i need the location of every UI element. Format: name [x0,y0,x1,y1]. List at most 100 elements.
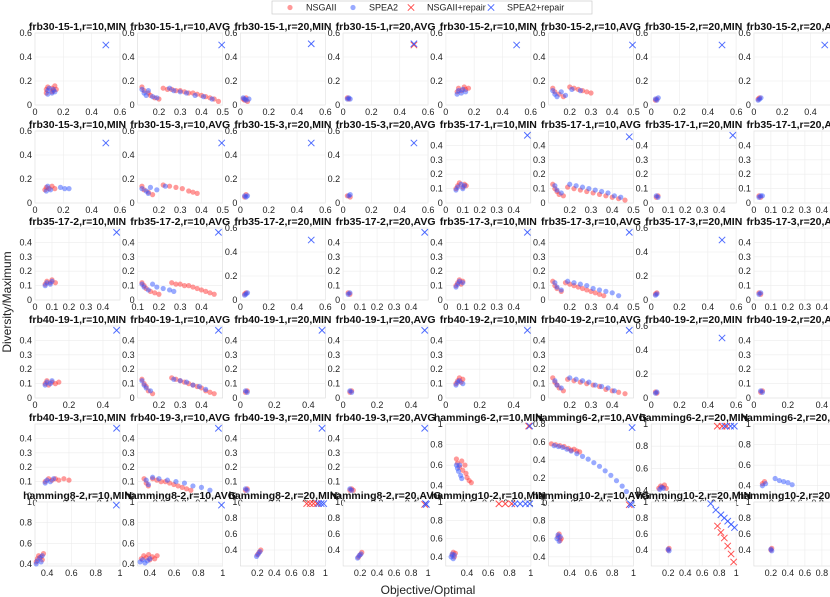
x-tick-label: 0.4 [461,568,474,578]
data-point [139,186,145,192]
series-spea2-repair [721,422,738,430]
x-tick-label: 0.2 [474,302,487,312]
x-tick-label: 0.2 [474,400,487,410]
x-tick-label: 0.5 [627,205,640,215]
y-tick-label: 1 [746,497,751,507]
subplot-title: frb35-17-1,r=10,MIN [440,119,537,131]
subplot-frb40-19-3-r-10-avg: frb40-19-3,r=10,AVG0.20.30.400.10.20.30.… [122,412,230,508]
series-spea2 [665,546,672,554]
data-point [166,85,173,91]
data-point [190,189,196,195]
data-point [190,483,196,489]
y-tick-label: 0.2 [738,169,751,179]
legend-marker-spea2-repair [487,3,495,12]
y-tick-label: 0.4 [430,335,443,345]
y-tick-label: 0.2 [533,169,546,179]
subplot-title: frb40-19-3,r=10,AVG [130,412,230,424]
y-tick-label: 0.1 [533,281,546,291]
legend-marker-nsgaii [287,4,293,11]
subplot-title: hamming8-2,r=10,MIN [23,490,132,502]
y-tick-label: 0.4 [533,237,546,247]
y-tick-label: 0.1 [328,379,341,389]
y-tick-label: 0.2 [122,266,135,276]
y-tick-label: 0.1 [430,281,443,291]
series-spea2-repair [307,236,315,244]
subplot-frb35-17-1-r-20-avg: frb35-17-1,r=20,AVG 0 0.1 0.2 0.3 0.4 0 0.1 0.2 0… [738,119,830,215]
series-spea2 [33,553,45,567]
data-point [166,287,173,293]
y-tick-label: 0.1 [738,379,751,389]
data-point [183,379,190,385]
subplot-frb35-17-1-r-10-min: frb35-17-1,r=10,MIN 0 0.1 0.2 0.3 0.4 0 0.1 0.2 0… [430,119,537,215]
data-point [564,446,570,452]
x-tick-label: 0.8 [816,568,829,578]
subplot-frb35-17-3-r-10-avg: frb35-17-3,r=10,AVG 0.2 0.3 0.4 0.5 0 0.1 0.2 0.… [533,216,641,312]
y-tick-label: 0.6 [19,538,32,548]
series-spea2 [453,378,466,388]
series-spea2 [240,95,252,103]
y-tick-label: 0 [130,295,135,305]
subplot-frb30-15-3-r-10-avg: frb30-15-3,r=10,AVG 0.2 0.3 0.4 0.5 0 0.2 0.4 0.… [122,119,230,215]
series-spea2 [143,474,213,493]
y-tick-label: 0.2 [19,364,32,374]
data-point [555,443,562,450]
data-point [718,334,726,342]
data-point [557,534,563,540]
data-point [552,183,558,189]
subplot-title: frb35-17-2,r=10,MIN [29,216,126,228]
legend-label-nsgaii: NSGAII [306,3,337,13]
subplot-title: hamming6-2,r=10,AVG [535,412,647,424]
series-spea2-repair [628,424,636,432]
y-tick-label: 0 [643,295,648,305]
data-point [154,553,160,559]
data-point [513,41,521,49]
plot-area [753,227,830,301]
y-tick-label: 0.6 [225,126,238,136]
data-point [171,376,177,382]
subplot-frb40-19-2-r-10-avg: frb40-19-2,r=10,AVG 0.2 0.3 0.4 0 0.1 0.2 0.3 0.… [533,314,641,410]
data-point [625,326,633,334]
data-point [599,383,605,390]
y-tick-label: 0.4 [328,150,341,160]
y-tick-label: 0.3 [122,252,135,262]
x-tick-label: 0.6 [730,400,743,410]
x-tick-label: 0.1 [765,205,778,215]
data-point [203,386,209,392]
y-tick-label: 0.6 [328,28,341,38]
x-tick-label: 0.8 [302,568,315,578]
data-point [173,281,179,287]
series-nsgaii [139,280,217,297]
data-point [463,470,469,476]
subplot-frb40-19-1-r-10-avg: frb40-19-1,r=10,AVG 0.2 0.3 0.4 0 0.1 0.2 0.3 0.… [122,314,230,410]
data-point [611,388,617,394]
data-point [143,477,149,483]
x-tick-label: 0 [341,107,346,117]
subplot-title: frb35-17-3,r=20,MIN [645,216,742,228]
x-tick-label: 0.4 [291,107,304,117]
y-tick-label: 0.6 [122,28,135,38]
series-spea2-repair [315,500,328,508]
data-point [139,378,145,384]
y-tick-label: 0.1 [122,477,135,487]
y-tick-label: 0 [335,198,340,208]
x-tick-label: 1 [220,568,225,578]
series-spea2 [347,388,355,395]
data-point [113,228,121,236]
data-point [724,542,732,550]
x-tick-label: 0.6 [799,568,812,578]
y-tick-label: 0.4 [19,433,32,443]
data-point [183,486,190,492]
y-tick-label: 0.3 [19,252,32,262]
subplot-hamming10-2-r-10-avg: hamming10-2,r=10,AVG 0.4 0.6 0.8 1 0.4 0.6 0.8 1 [532,490,649,578]
legend-marker-spea2 [350,4,356,11]
data-point [181,480,188,486]
data-point [654,291,660,297]
y-tick-label: 0.3 [430,155,443,165]
plot-area [753,130,830,204]
y-tick-label: 1 [643,497,648,507]
y-tick-label: 0 [643,100,648,110]
y-tick-label: 0 [27,198,32,208]
data-point [459,475,465,482]
series-spea2-repair [523,131,531,139]
y-tick-label: 0.8 [430,440,443,450]
